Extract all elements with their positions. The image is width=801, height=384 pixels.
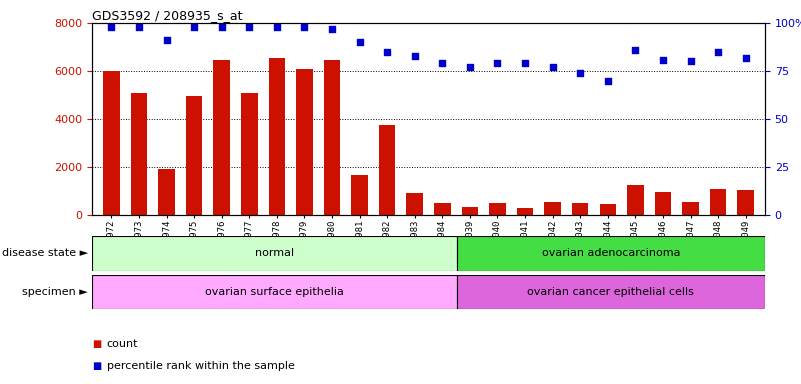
- Point: [105, 24, 118, 30]
- Bar: [627, 185, 644, 215]
- Bar: [461, 207, 478, 215]
- Text: count: count: [107, 339, 138, 349]
- Bar: [159, 169, 175, 215]
- Point: [464, 64, 477, 70]
- Bar: [186, 96, 203, 215]
- Bar: [268, 58, 285, 215]
- Bar: [296, 69, 312, 215]
- Point: [711, 49, 724, 55]
- Text: ovarian surface epithelia: ovarian surface epithelia: [205, 287, 344, 297]
- Bar: [599, 204, 616, 215]
- Text: normal: normal: [255, 248, 294, 258]
- Point: [739, 55, 752, 61]
- Point: [629, 47, 642, 53]
- Point: [160, 37, 173, 43]
- Text: ovarian cancer epithelial cells: ovarian cancer epithelial cells: [527, 287, 694, 297]
- Bar: [572, 203, 589, 215]
- Text: ■: ■: [92, 361, 102, 371]
- Bar: [103, 71, 119, 215]
- Point: [215, 24, 228, 30]
- Bar: [131, 93, 147, 215]
- Bar: [406, 194, 423, 215]
- Text: GDS3592 / 208935_s_at: GDS3592 / 208935_s_at: [92, 9, 243, 22]
- Bar: [682, 202, 698, 215]
- Point: [271, 24, 284, 30]
- Point: [326, 26, 339, 32]
- Bar: [654, 192, 671, 215]
- Bar: [545, 202, 561, 215]
- Bar: [213, 60, 230, 215]
- Point: [436, 60, 449, 66]
- Bar: [457, 275, 765, 309]
- Point: [546, 64, 559, 70]
- Point: [602, 78, 614, 84]
- Point: [243, 24, 256, 30]
- Bar: [241, 93, 258, 215]
- Point: [353, 39, 366, 45]
- Text: ■: ■: [92, 339, 102, 349]
- Bar: [434, 203, 451, 215]
- Bar: [738, 190, 754, 215]
- Text: specimen ►: specimen ►: [22, 287, 88, 297]
- Point: [133, 24, 146, 30]
- Point: [657, 56, 670, 63]
- Point: [574, 70, 586, 76]
- Bar: [517, 208, 533, 215]
- Bar: [457, 236, 765, 271]
- Bar: [352, 175, 368, 215]
- Point: [380, 49, 393, 55]
- Bar: [710, 189, 727, 215]
- Text: disease state ►: disease state ►: [2, 248, 88, 258]
- Point: [491, 60, 504, 66]
- Point: [518, 60, 531, 66]
- Point: [187, 24, 200, 30]
- Text: percentile rank within the sample: percentile rank within the sample: [107, 361, 295, 371]
- Bar: [379, 125, 396, 215]
- Point: [684, 58, 697, 65]
- Bar: [324, 60, 340, 215]
- Text: ovarian adenocarcinoma: ovarian adenocarcinoma: [541, 248, 680, 258]
- Bar: [92, 275, 457, 309]
- Point: [409, 53, 421, 59]
- Point: [298, 24, 311, 30]
- Bar: [489, 203, 505, 215]
- Bar: [92, 236, 457, 271]
